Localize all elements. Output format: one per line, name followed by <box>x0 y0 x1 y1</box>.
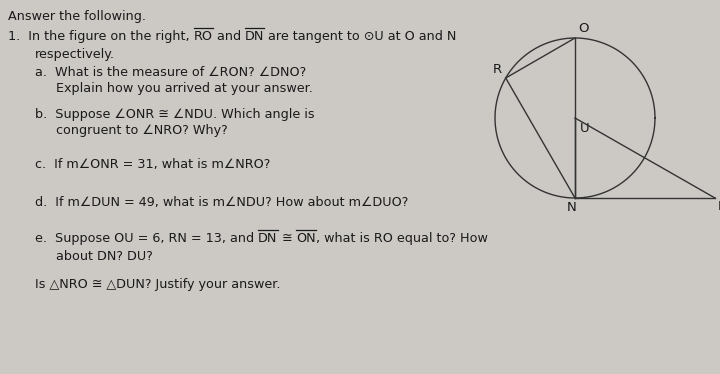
Text: Explain how you arrived at your answer.: Explain how you arrived at your answer. <box>56 82 313 95</box>
Text: O: O <box>578 22 588 35</box>
Text: , what is RO equal to? How: , what is RO equal to? How <box>316 232 487 245</box>
Text: congruent to ∠NRO? Why?: congruent to ∠NRO? Why? <box>56 124 228 137</box>
Text: U: U <box>580 122 590 135</box>
Text: are tangent to ⊙U at O and N: are tangent to ⊙U at O and N <box>264 30 456 43</box>
Text: respectively.: respectively. <box>35 48 115 61</box>
Text: 1.  In the figure on the right,: 1. In the figure on the right, <box>8 30 194 43</box>
Text: Answer the following.: Answer the following. <box>8 10 146 23</box>
Text: DN: DN <box>245 30 264 43</box>
Text: a.  What is the measure of ∠RON? ∠DNO?: a. What is the measure of ∠RON? ∠DNO? <box>35 66 306 79</box>
Text: D: D <box>718 200 720 213</box>
Text: b.  Suppose ∠ONR ≅ ∠NDU. Which angle is: b. Suppose ∠ONR ≅ ∠NDU. Which angle is <box>35 108 315 121</box>
Text: e.  Suppose OU = 6, RN = 13, and: e. Suppose OU = 6, RN = 13, and <box>35 232 258 245</box>
Text: ON: ON <box>296 232 316 245</box>
Text: Is △NRO ≅ △DUN? Justify your answer.: Is △NRO ≅ △DUN? Justify your answer. <box>35 278 281 291</box>
Text: d.  If m∠DUN = 49, what is m∠NDU? How about m∠DUO?: d. If m∠DUN = 49, what is m∠NDU? How abo… <box>35 196 408 209</box>
Text: RO: RO <box>194 30 212 43</box>
Text: about DN? DU?: about DN? DU? <box>56 250 153 263</box>
Text: DN: DN <box>258 232 277 245</box>
Text: ≅: ≅ <box>277 232 296 245</box>
Text: N: N <box>567 201 577 214</box>
Text: c.  If m∠ONR = 31, what is m∠NRO?: c. If m∠ONR = 31, what is m∠NRO? <box>35 158 271 171</box>
Text: R: R <box>492 63 502 76</box>
Text: and: and <box>212 30 245 43</box>
